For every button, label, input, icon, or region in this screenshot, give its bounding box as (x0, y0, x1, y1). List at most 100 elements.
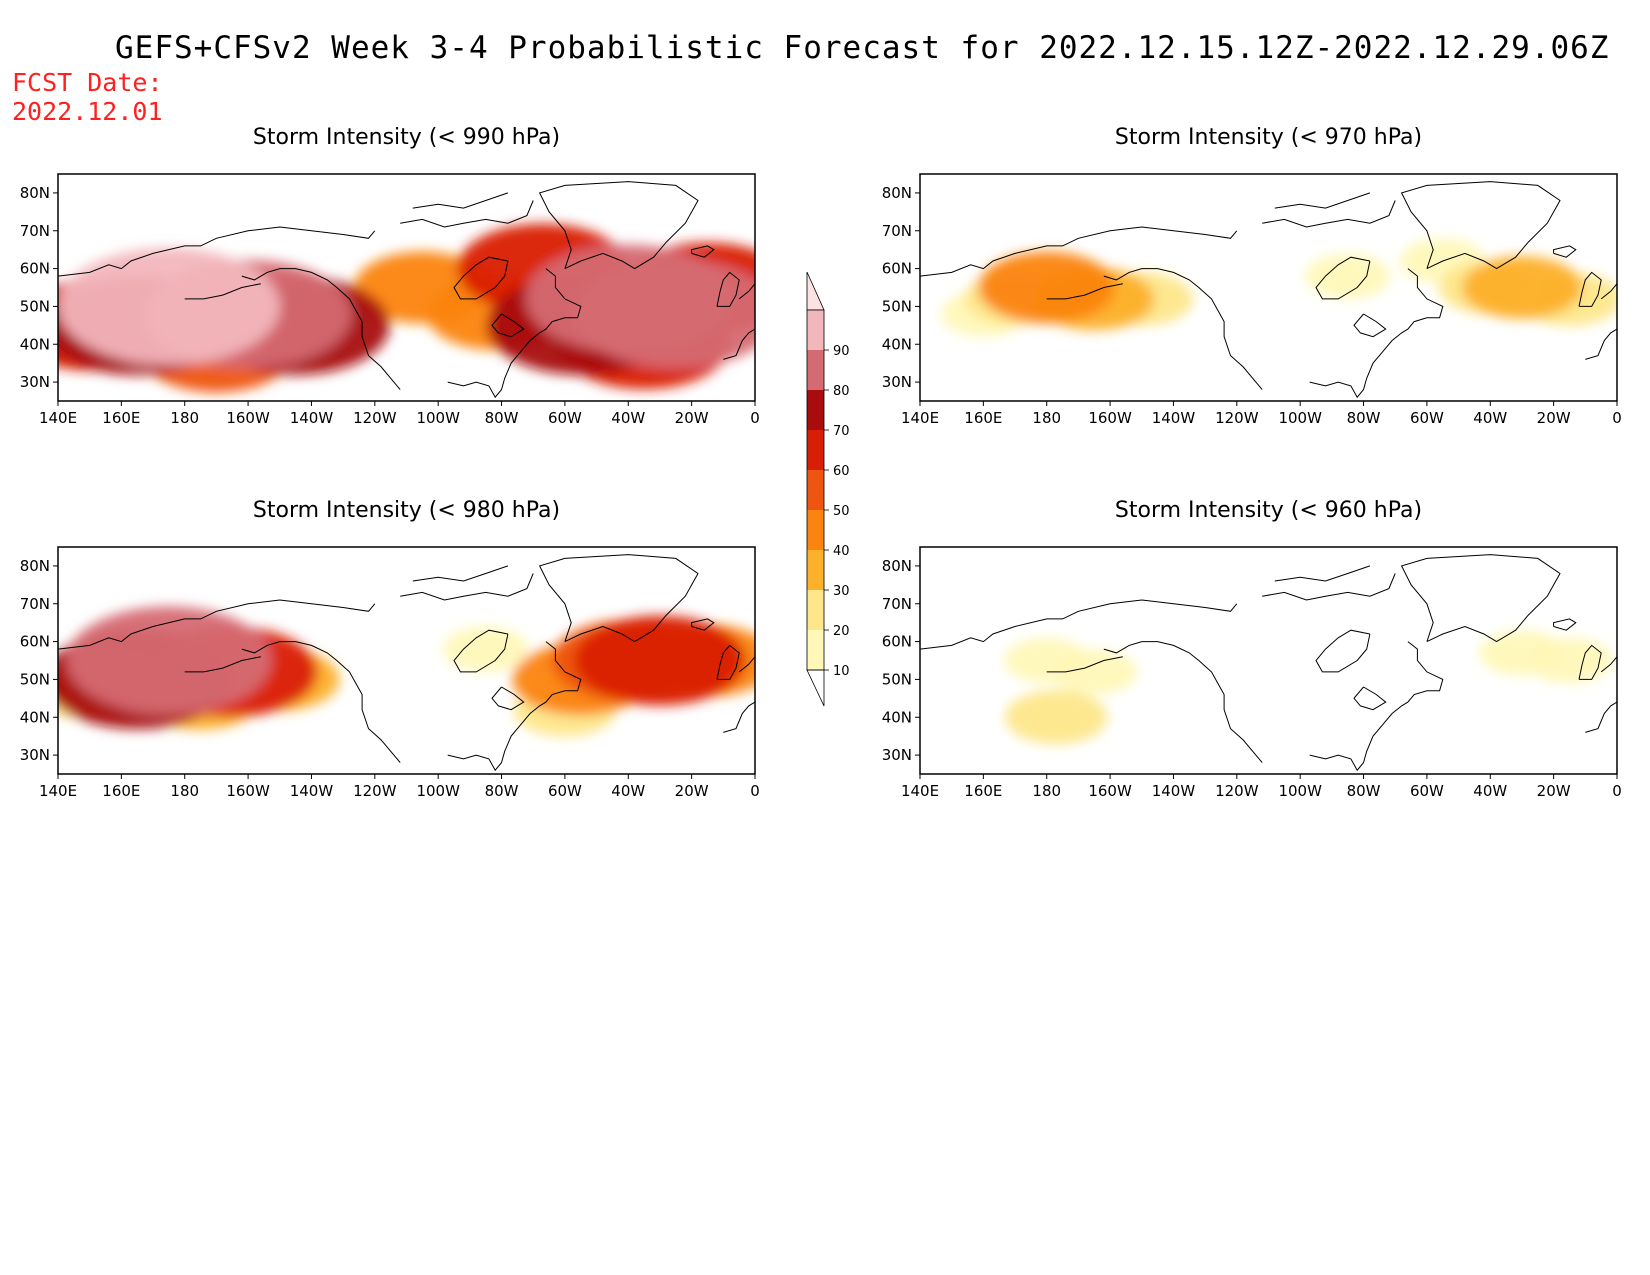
lat-tick-label: 50N (20, 297, 50, 315)
coastline (184, 283, 261, 300)
lat-tick-label: 30N (20, 746, 50, 764)
colorbar-label: 50 (833, 504, 850, 519)
lon-tick-label: 120W (1215, 782, 1259, 800)
lon-tick-label: 40W (611, 782, 645, 800)
coastline (1262, 200, 1396, 228)
coastline (1309, 268, 1444, 399)
coastline (1400, 554, 1561, 643)
coastline (1274, 192, 1371, 209)
probability-cell (1304, 253, 1391, 299)
coastline (1353, 313, 1387, 338)
probability-cell (442, 626, 529, 672)
coastline (1274, 565, 1371, 582)
lon-tick-label: 160W (1088, 782, 1132, 800)
colorbar-segment (807, 430, 824, 470)
colorbar-segment (807, 510, 824, 550)
coastline (738, 656, 755, 673)
lon-tick-label: 0 (750, 409, 760, 427)
lon-tick-label: 140W (1152, 782, 1196, 800)
lat-tick-label: 60N (882, 260, 912, 278)
map-frame (919, 546, 1618, 775)
lon-tick-label: 140W (1152, 409, 1196, 427)
colorbar: 10 20 30 40 50 60 70 80 90 (806, 271, 850, 707)
coastline (920, 599, 1238, 650)
forecast-date-label: FCST Date: (12, 68, 163, 97)
lon-tick-label: 80W (485, 409, 519, 427)
lat-tick-label: 70N (20, 222, 50, 240)
coastline (1103, 268, 1263, 390)
coastline (491, 686, 525, 711)
coastline (1553, 245, 1577, 258)
colorbar-label: 90 (833, 344, 850, 359)
coastline (453, 629, 509, 673)
colorbar-segment (807, 310, 824, 350)
coastline (447, 641, 582, 772)
coastline (412, 565, 509, 582)
lon-tick-label: 180 (170, 409, 199, 427)
colorbar-segment (807, 390, 824, 430)
lat-tick-label: 40N (20, 708, 50, 726)
lat-tick-label: 40N (882, 708, 912, 726)
probability-cell (1462, 256, 1582, 319)
lon-tick-label: 120W (353, 409, 397, 427)
coastline (1553, 618, 1577, 631)
lon-tick-label: 180 (1032, 409, 1061, 427)
lat-tick-label: 30N (20, 373, 50, 391)
lon-tick-label: 160E (964, 782, 1002, 800)
lon-tick-label: 60W (548, 409, 582, 427)
probability-cell (573, 259, 755, 368)
coastline (184, 656, 261, 673)
coastline (1578, 271, 1602, 307)
colorbar-label: 70 (833, 424, 850, 439)
coastline (716, 271, 740, 307)
lat-tick-label: 80N (20, 557, 50, 575)
lon-tick-label: 160E (102, 782, 140, 800)
probability-cell (1526, 638, 1613, 683)
colorbar-label: 20 (833, 624, 850, 639)
coastline (1400, 181, 1561, 270)
map-frame (919, 173, 1618, 402)
probability-cell (1004, 690, 1108, 745)
lon-tick-label: 0 (1612, 409, 1622, 427)
lon-tick-label: 160E (964, 409, 1002, 427)
lat-tick-label: 30N (882, 373, 912, 391)
lat-tick-label: 40N (882, 335, 912, 353)
coastline (716, 644, 740, 680)
coastline (58, 599, 376, 650)
colorbar-label: 30 (833, 584, 850, 599)
coastline (400, 573, 534, 601)
coastline (1315, 629, 1371, 673)
lat-tick-label: 80N (882, 184, 912, 202)
lon-tick-label: 20W (1537, 409, 1571, 427)
lon-tick-label: 40W (1473, 409, 1507, 427)
lat-tick-label: 40N (20, 335, 50, 353)
forecast-date-value: 2022.12.01 (12, 97, 163, 126)
lon-tick-label: 20W (675, 409, 709, 427)
lat-tick-label: 80N (882, 557, 912, 575)
lon-tick-label: 100W (1278, 409, 1322, 427)
lon-tick-label: 140E (39, 409, 77, 427)
map-frame (57, 173, 756, 402)
coastline (453, 256, 509, 300)
colorbar-segment (807, 630, 824, 670)
panel-title: Storm Intensity (< 960 hPa) (1115, 498, 1422, 523)
lon-tick-label: 180 (1032, 782, 1061, 800)
lon-tick-label: 160W (226, 409, 270, 427)
lon-tick-label: 40W (1473, 782, 1507, 800)
colorbar-label: 10 (833, 664, 850, 679)
lon-tick-label: 60W (1410, 782, 1444, 800)
lon-tick-label: 60W (548, 782, 582, 800)
probability-cell (1051, 649, 1137, 695)
probability-cell (58, 247, 281, 365)
coastline (1315, 256, 1371, 300)
lon-tick-label: 0 (750, 782, 760, 800)
lat-tick-label: 70N (882, 222, 912, 240)
coastline (538, 554, 699, 643)
lat-tick-label: 50N (882, 297, 912, 315)
lon-tick-label: 40W (611, 409, 645, 427)
coastline (412, 192, 509, 209)
coastline (491, 313, 525, 338)
lon-tick-label: 140E (901, 409, 939, 427)
coastline (723, 701, 755, 733)
coastline (58, 226, 376, 277)
